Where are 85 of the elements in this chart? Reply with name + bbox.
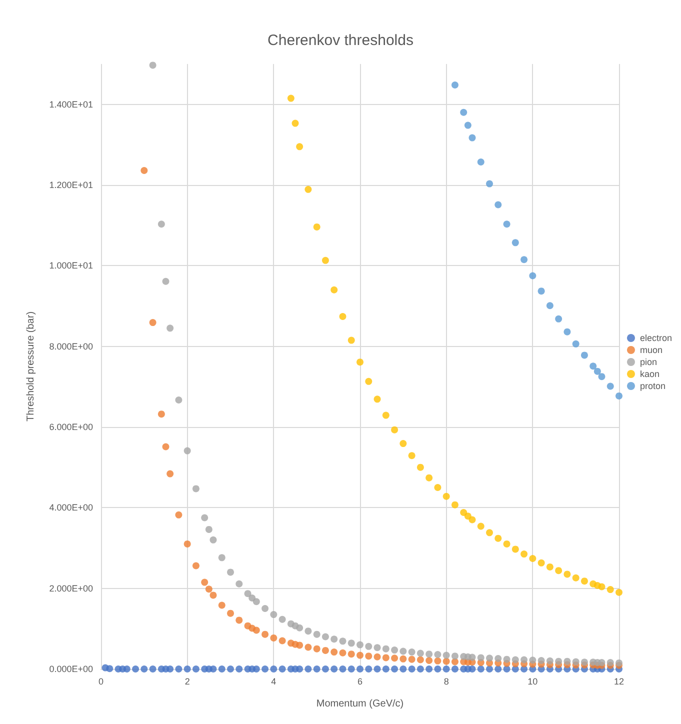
y-tick-label: 1.000E+01 (49, 260, 93, 271)
point (468, 134, 476, 142)
y-tick-label: 8.000E+00 (49, 341, 93, 352)
point (296, 143, 304, 150)
point (572, 340, 580, 348)
y-axis-title: Threshold pressure (bar) (26, 311, 36, 422)
point (512, 239, 519, 246)
point (313, 223, 320, 230)
point (442, 492, 450, 500)
point (555, 567, 562, 574)
point (400, 440, 407, 448)
point (464, 512, 472, 520)
legend-label: proton (640, 381, 666, 391)
point (494, 534, 502, 542)
point (503, 540, 510, 548)
point (486, 180, 493, 188)
point (339, 312, 346, 320)
x-tick-label: 0 (98, 676, 104, 686)
legend-label: kaon (640, 369, 660, 379)
point (529, 554, 536, 562)
point (520, 256, 528, 264)
y-tick-label: 6.000E+00 (49, 422, 93, 432)
point (468, 516, 476, 524)
point (477, 158, 484, 166)
point (365, 378, 372, 385)
y-tick-label: 0.000E+00 (49, 664, 93, 674)
point (464, 122, 472, 129)
point (416, 464, 424, 471)
point (606, 586, 614, 594)
point (356, 358, 364, 366)
point (598, 583, 606, 590)
legend-label: muon (640, 345, 662, 355)
point (616, 588, 622, 596)
point (606, 382, 614, 390)
point (590, 362, 597, 370)
x-tick-label: 10 (528, 676, 538, 686)
point (304, 186, 312, 193)
point (580, 578, 588, 585)
point (451, 501, 458, 508)
point (408, 452, 416, 460)
point (538, 559, 545, 566)
point (451, 81, 458, 88)
point (564, 570, 571, 578)
point (616, 392, 622, 400)
y-tick-label: 4.000E+00 (49, 502, 93, 513)
legend-label: pion (640, 357, 657, 367)
point (391, 426, 398, 434)
y-tick-label: 1.400E+01 (49, 99, 93, 110)
point (486, 529, 493, 536)
point (538, 288, 545, 295)
point (572, 574, 580, 582)
x-tick-label: 2 (184, 676, 190, 686)
point (546, 302, 554, 310)
point (322, 256, 329, 264)
x-tick-label: 8 (444, 676, 449, 686)
legend-label: electron (640, 333, 672, 343)
point (520, 550, 528, 558)
point (529, 272, 536, 280)
chart-title: Cherenkov thresholds (268, 32, 414, 49)
x-axis-title: Momentum (GeV/c) (316, 698, 404, 710)
y-tick-label: 1.200E+01 (49, 180, 93, 190)
point (503, 220, 510, 228)
point (382, 412, 390, 419)
x-tick-label: 6 (357, 676, 363, 686)
y-tick-label: 2.000E+00 (49, 583, 93, 594)
point (564, 328, 571, 336)
point (460, 108, 468, 116)
point (287, 94, 294, 102)
point (546, 563, 554, 570)
point (374, 396, 381, 403)
x-tick-label: 12 (614, 676, 624, 686)
point (434, 484, 442, 491)
point (460, 509, 468, 516)
point (580, 352, 588, 359)
point (598, 373, 606, 380)
point (330, 286, 338, 294)
point (292, 120, 299, 127)
point (426, 474, 433, 482)
point (512, 546, 519, 553)
point (348, 336, 355, 344)
point (555, 315, 562, 322)
point (594, 368, 601, 375)
x-tick-label: 4 (271, 676, 276, 686)
point (494, 201, 502, 208)
point (477, 522, 484, 530)
